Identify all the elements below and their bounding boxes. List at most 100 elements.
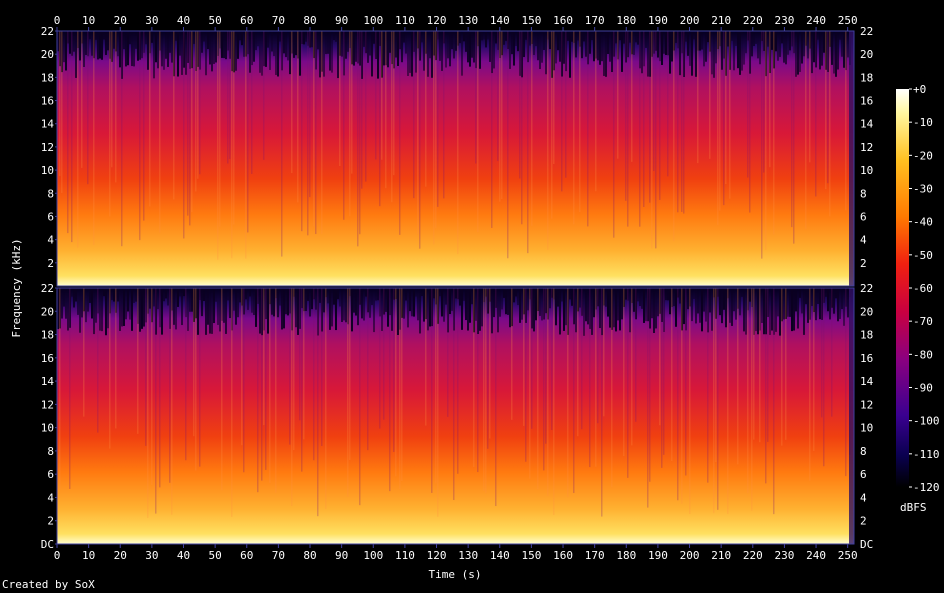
- texture-streak: [489, 288, 491, 439]
- texture-streak: [393, 31, 395, 176]
- texture-streak: [93, 288, 95, 335]
- texture-streak: [817, 288, 819, 304]
- texture-streak: [465, 288, 467, 321]
- texture-streak: [505, 288, 507, 315]
- texture-streak: [771, 31, 773, 50]
- texture-streak: [647, 288, 649, 322]
- texture-streak: [643, 31, 645, 67]
- texture-streak: [425, 31, 427, 187]
- texture-streak: [395, 31, 397, 58]
- texture-streak: [155, 288, 157, 335]
- texture-streak: [133, 31, 135, 67]
- texture-streak: [79, 31, 81, 61]
- texture-streak: [673, 31, 675, 51]
- x-tick-label-top: 120: [427, 14, 447, 27]
- y-tick-label-right: 8: [860, 187, 867, 200]
- texture-streak: [441, 31, 443, 71]
- texture-streak: [283, 31, 285, 54]
- texture-streak: [813, 288, 815, 313]
- texture-streak: [389, 288, 391, 316]
- texture-streak: [185, 288, 187, 318]
- texture-streak: [393, 288, 395, 452]
- texture-streak: [687, 288, 689, 310]
- texture-streak: [815, 31, 817, 68]
- texture-streak: [841, 31, 843, 57]
- texture-streak: [553, 288, 555, 300]
- x-tick-label-bottom: 110: [395, 549, 415, 562]
- texture-streak: [521, 31, 523, 225]
- texture-streak: [65, 288, 67, 319]
- texture-streak: [675, 288, 677, 327]
- texture-streak: [813, 31, 815, 63]
- texture-streak: [671, 288, 673, 308]
- texture-streak: [847, 31, 849, 58]
- texture-edge: [849, 288, 854, 544]
- y-tick-label-right: 20: [860, 48, 873, 61]
- texture-streak: [349, 31, 351, 49]
- texture-streak: [451, 288, 453, 311]
- texture-streak: [627, 31, 629, 58]
- texture-streak: [699, 288, 701, 323]
- texture-streak: [107, 31, 109, 51]
- texture-streak: [595, 31, 597, 192]
- x-tick-label-top: 220: [743, 14, 763, 27]
- texture-streak: [219, 31, 221, 227]
- texture-streak: [523, 31, 525, 58]
- texture-streak: [619, 288, 621, 331]
- texture-streak: [85, 31, 87, 56]
- texture-streak: [157, 31, 159, 69]
- texture-streak: [553, 31, 555, 71]
- x-tick-label-bottom: 220: [743, 549, 763, 562]
- texture-streak: [375, 288, 377, 301]
- texture-streak: [383, 288, 385, 315]
- texture-streak: [643, 288, 645, 323]
- texture-streak: [495, 288, 497, 308]
- texture-streak: [251, 288, 253, 313]
- texture-streak: [349, 31, 351, 217]
- texture-streak: [373, 31, 375, 44]
- texture-streak: [193, 288, 195, 322]
- texture-streak: [601, 31, 603, 62]
- x-tick-label-top: 230: [774, 14, 794, 27]
- texture-streak: [245, 31, 247, 57]
- texture-streak: [745, 288, 747, 335]
- x-tick-label-top: 60: [240, 14, 253, 27]
- texture-streak: [453, 31, 455, 59]
- texture-streak: [369, 31, 371, 56]
- texture-streak: [103, 288, 105, 297]
- x-tick-label-bottom: 0: [54, 549, 61, 562]
- texture-streak: [765, 31, 767, 250]
- texture-streak: [767, 31, 769, 47]
- texture-streak: [415, 31, 417, 73]
- texture-streak: [611, 31, 613, 73]
- texture-streak: [461, 288, 463, 330]
- texture-streak: [685, 288, 687, 476]
- texture-streak: [349, 288, 351, 460]
- texture-streak: [759, 288, 761, 443]
- texture-streak: [137, 288, 139, 434]
- texture-streak: [573, 288, 575, 325]
- texture-streak: [293, 288, 295, 450]
- credit-text: Created by SoX: [2, 578, 95, 591]
- texture-streak: [679, 31, 681, 76]
- texture-streak: [83, 288, 85, 417]
- x-tick-label-top: 130: [458, 14, 478, 27]
- x-tick-label-bottom: 130: [458, 549, 478, 562]
- texture-streak: [829, 31, 831, 47]
- texture-streak: [515, 288, 517, 297]
- texture-streak: [59, 31, 61, 67]
- texture-streak: [95, 288, 97, 323]
- texture-streak: [555, 288, 557, 326]
- texture-streak: [635, 31, 637, 43]
- texture-streak: [799, 31, 801, 72]
- texture-streak: [65, 31, 67, 71]
- texture-streak: [757, 31, 759, 59]
- texture-streak: [693, 31, 695, 40]
- texture-streak: [261, 31, 263, 76]
- texture-streak: [765, 31, 767, 77]
- texture-streak: [271, 31, 273, 52]
- texture-streak: [533, 31, 535, 55]
- texture-streak: [299, 288, 301, 329]
- texture-streak: [237, 288, 239, 318]
